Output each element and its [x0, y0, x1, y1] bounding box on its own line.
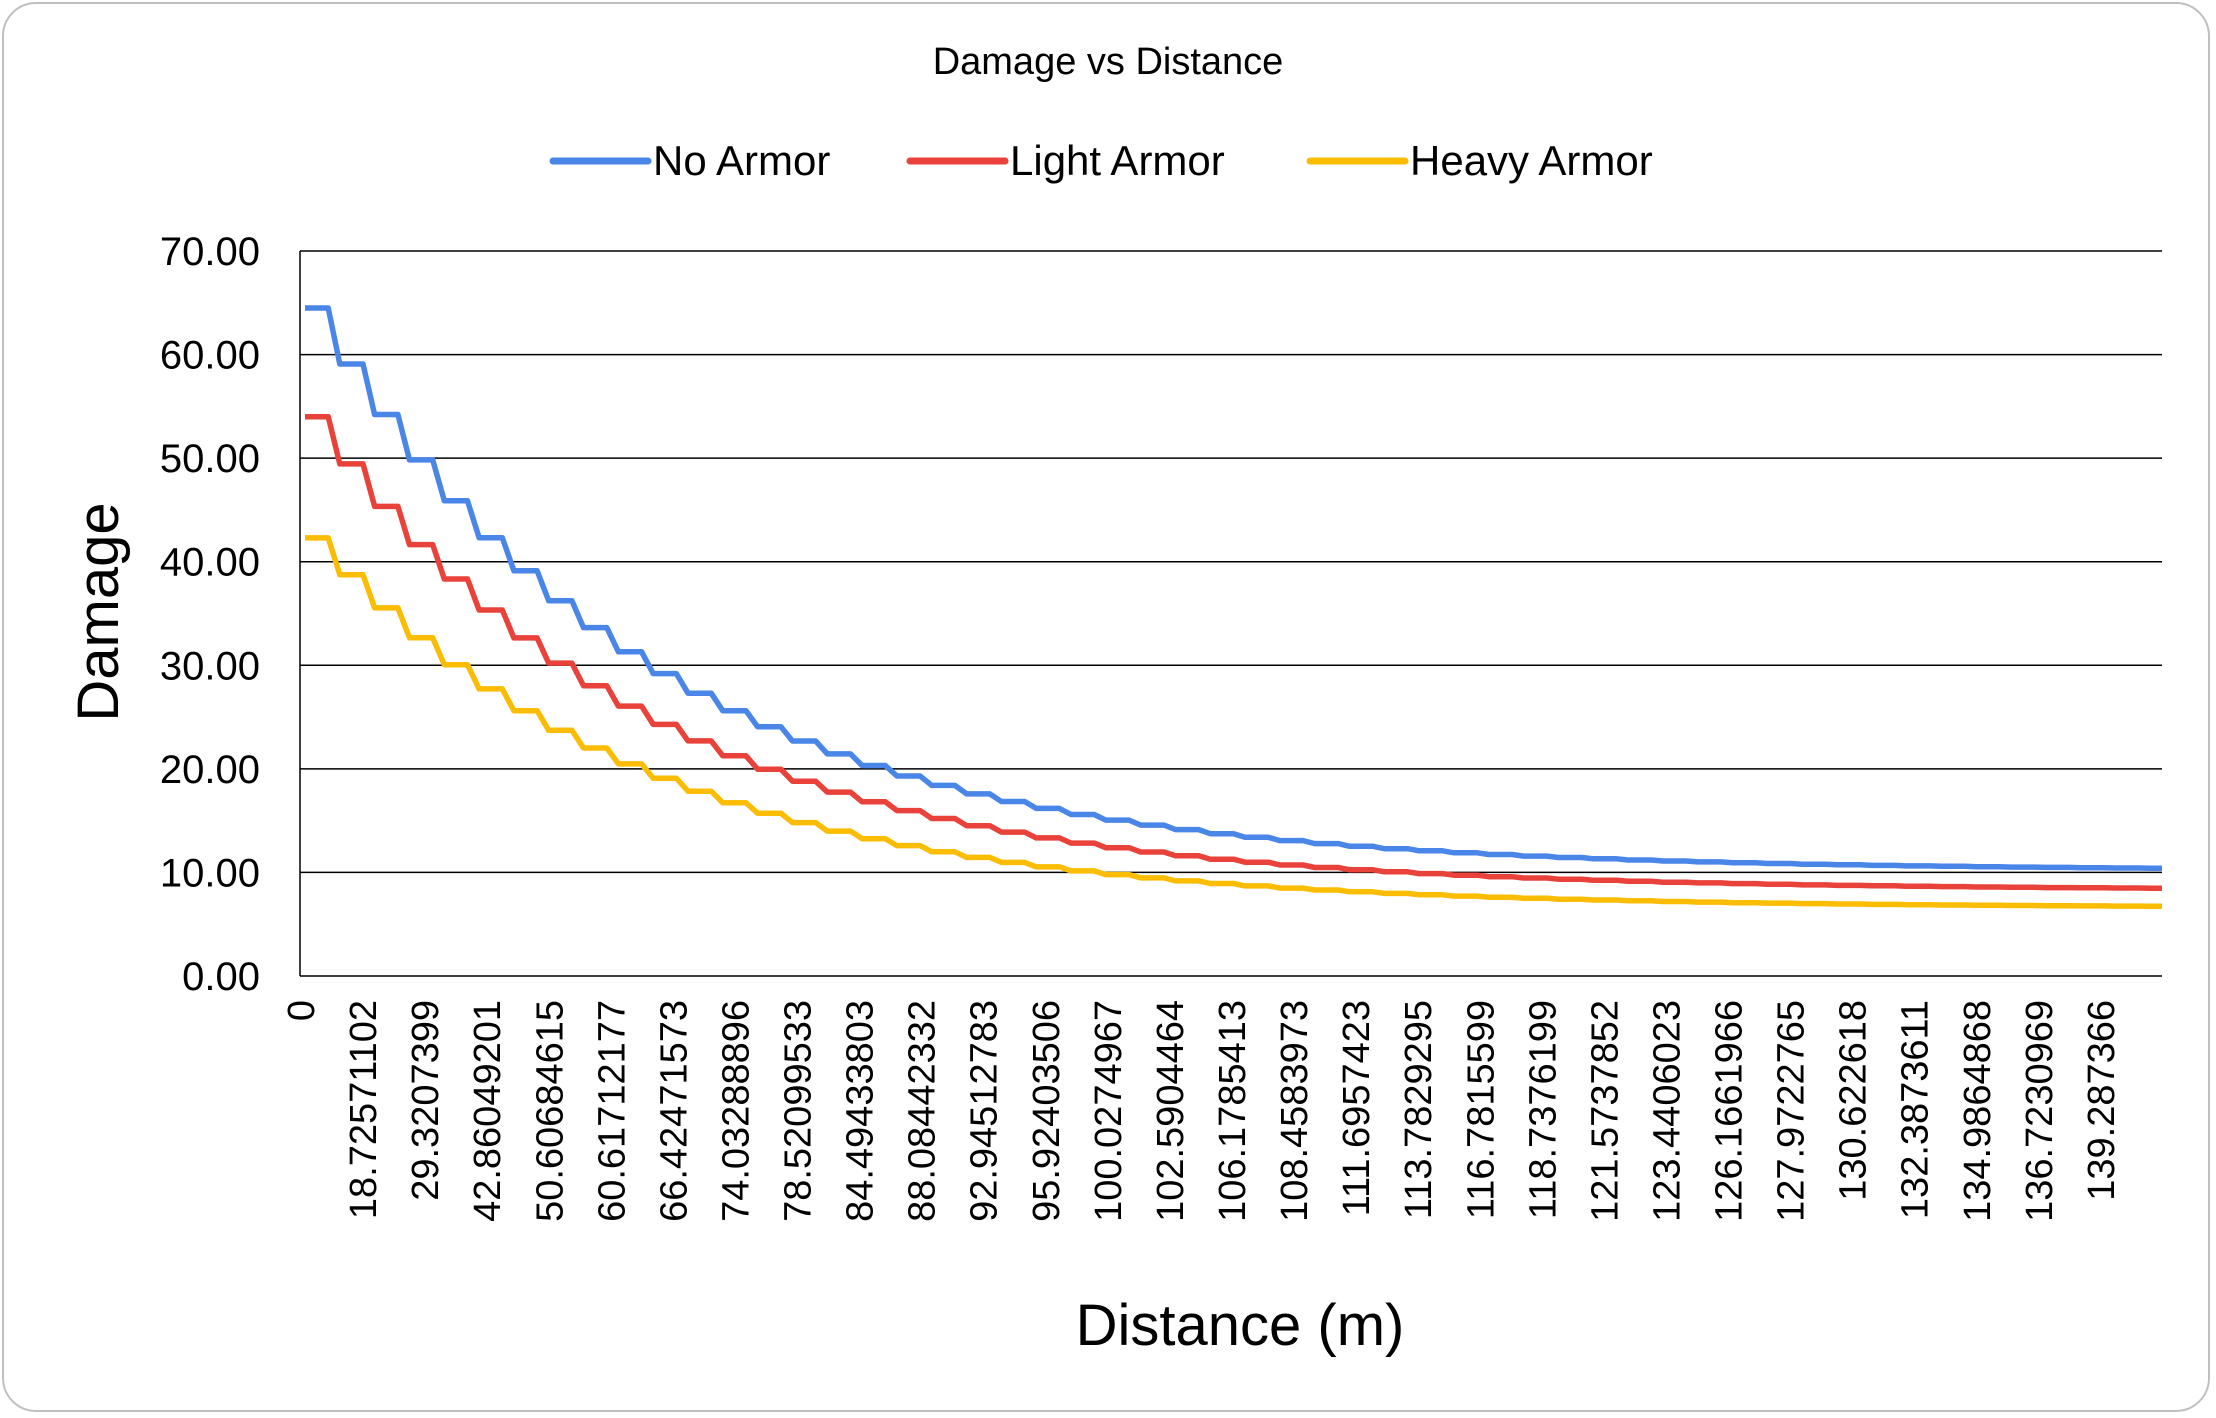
x-tick-label: 136.7230969	[2019, 1000, 2061, 1222]
series-line-2	[305, 413, 2162, 891]
legend-item-1: No Armor	[549, 137, 830, 184]
y-tick-label: 30.00	[160, 644, 260, 688]
legend-label: Heavy Armor	[1410, 137, 1653, 184]
x-tick-label: 50.60684615	[529, 1000, 571, 1222]
x-tick-label: 102.5904464	[1150, 1000, 1192, 1222]
x-tick-label: 123.4406023	[1646, 1000, 1688, 1222]
y-tick-label: 40.00	[160, 541, 260, 585]
x-tick-label: 66.42471573	[653, 1000, 695, 1222]
x-tick-label: 121.5737852	[1584, 1000, 1626, 1222]
x-tick-label: 42.86049201	[467, 1000, 509, 1222]
legend-item-2: Light Armor	[906, 137, 1225, 184]
series-line-3	[305, 535, 2162, 909]
x-tick-label: 116.7815599	[1460, 1000, 1502, 1219]
y-axis-label: Damage	[66, 502, 131, 721]
x-tick-label: 95.92403506	[1026, 1000, 1068, 1222]
x-tick-label: 92.94512783	[964, 1000, 1006, 1222]
x-tick-label: 130.622618	[1833, 1000, 1875, 1201]
series-line-1	[305, 305, 2162, 871]
x-tick-label: 88.08442332	[902, 1000, 944, 1222]
y-tick-label: 0.00	[182, 955, 260, 999]
x-tick-label: 29.3207399	[405, 1000, 447, 1201]
legend-label: No Armor	[653, 137, 830, 184]
gridlines	[299, 250, 2162, 977]
x-tick-label: 126.1661966	[1709, 1000, 1751, 1222]
x-tick-label: 127.9722765	[1771, 1000, 1813, 1222]
series-lines	[305, 305, 2162, 909]
x-tick-label: 118.7376199	[1522, 1000, 1564, 1219]
y-axis-ticks: 0.00 10.00 20.00 30.00 40.00 50.00 60.00 70.00	[160, 230, 260, 999]
x-tick-label: 111.6957423	[1336, 1000, 1378, 1216]
y-tick-label: 70.00	[160, 230, 260, 274]
x-tick-label: 18.72571102	[343, 1000, 385, 1219]
x-tick-label: 100.0274967	[1088, 1000, 1130, 1222]
x-tick-label: 60.61712177	[591, 1000, 633, 1222]
x-tick-label: 106.1785413	[1212, 1000, 1254, 1222]
y-tick-label: 60.00	[160, 334, 260, 378]
y-tick-label: 50.00	[160, 437, 260, 481]
x-tick-label: 134.9864868	[1957, 1000, 1999, 1222]
legend-label: Light Armor	[1010, 137, 1225, 184]
y-tick-label: 20.00	[160, 748, 260, 792]
x-tick-label: 84.49433803	[840, 1000, 882, 1222]
x-axis-ticks: 0 18.72571102 29.3207399 42.86049201 50.6068…	[281, 1000, 2123, 1222]
legend-item-3: Heavy Armor	[1306, 137, 1653, 184]
x-tick-label: 139.287366	[2081, 1000, 2123, 1201]
chart-title: Damage vs Distance	[933, 41, 1284, 83]
legend: No Armor Light Armor Heavy Armor	[549, 137, 1653, 184]
x-axis-label: Distance (m)	[1076, 1293, 1405, 1358]
x-tick-label: 0	[281, 1000, 323, 1021]
x-tick-label: 78.52099533	[778, 1000, 820, 1222]
x-tick-label: 74.03288896	[715, 1000, 757, 1222]
x-tick-label: 132.3873611	[1895, 1000, 1937, 1219]
x-tick-label: 113.7829295	[1398, 1000, 1440, 1219]
y-tick-label: 10.00	[160, 851, 260, 895]
x-tick-label: 108.4583973	[1274, 1000, 1316, 1222]
